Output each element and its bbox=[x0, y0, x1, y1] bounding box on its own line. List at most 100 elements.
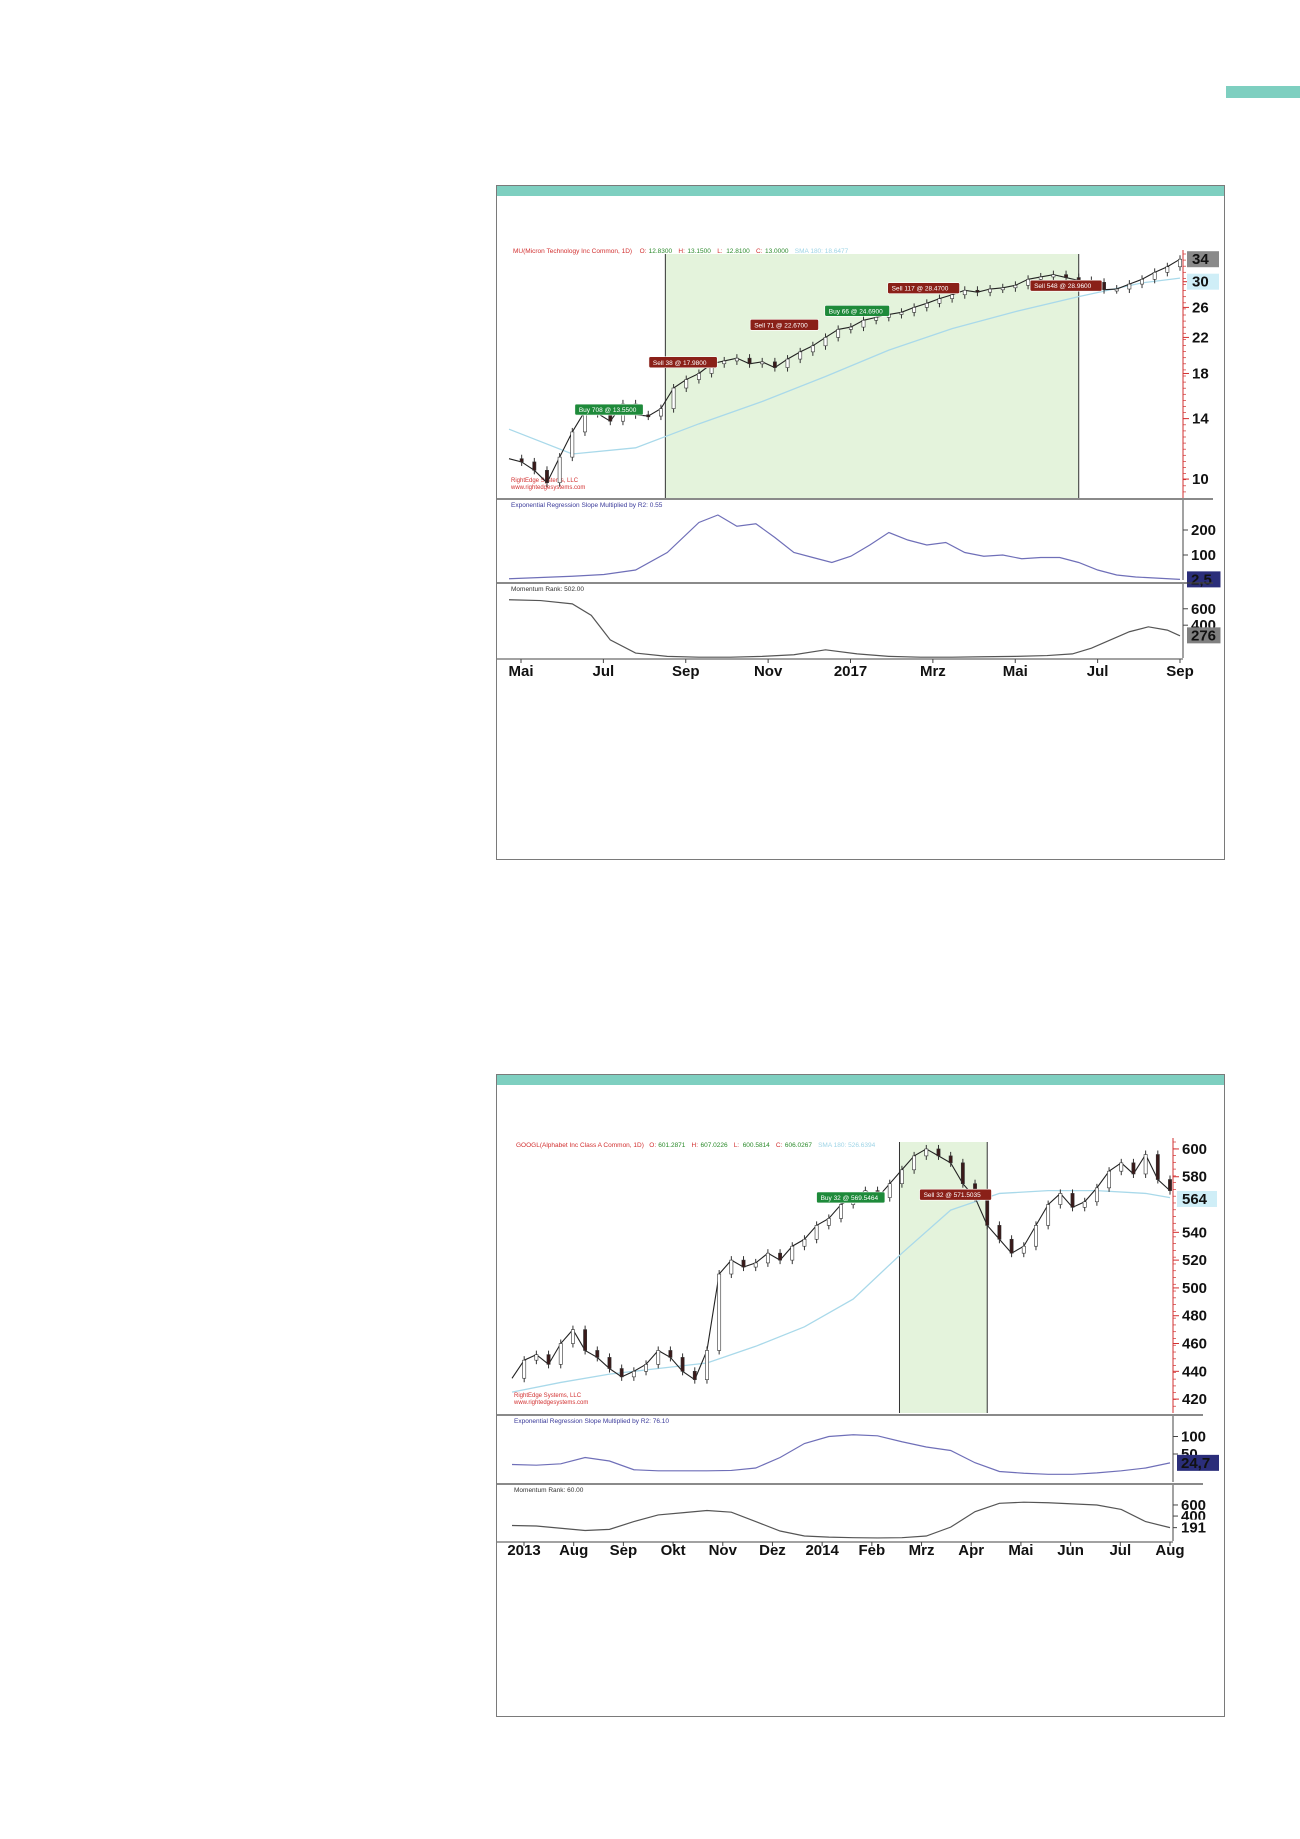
ohlc-value: 12.8300 bbox=[649, 248, 673, 255]
indicator-value: 2,5 bbox=[1191, 571, 1212, 588]
price-tick-label: 22 bbox=[1192, 329, 1209, 346]
ohlc-label: L: bbox=[734, 1142, 740, 1149]
ohlc-value: 13.0000 bbox=[765, 248, 789, 255]
candle-body bbox=[1131, 1162, 1136, 1175]
candle-body bbox=[1034, 1225, 1038, 1247]
candle-body bbox=[717, 1273, 722, 1351]
candle-body bbox=[1143, 1154, 1148, 1175]
indicator-tick-label: 100 bbox=[1191, 547, 1216, 564]
candle-body bbox=[988, 288, 992, 293]
candle-body bbox=[962, 289, 967, 296]
candle-body bbox=[900, 1169, 904, 1184]
momentum-rank-panel: Momentum Rank: 60.00191400600191 bbox=[497, 1483, 1211, 1541]
chart-header: GOOGL(Alphabet Inc Class A Common, 1D) O:… bbox=[516, 1142, 876, 1149]
last-price-value: 34 bbox=[1192, 251, 1209, 268]
x-tick-label: Mai bbox=[1008, 1542, 1033, 1559]
x-tick-label: Okt bbox=[661, 1542, 686, 1559]
signal-box bbox=[887, 282, 960, 294]
x-tick-label: Dez bbox=[759, 1542, 786, 1559]
price-tick-label: 500 bbox=[1182, 1280, 1207, 1297]
candle-body bbox=[1094, 1187, 1099, 1203]
signal-box bbox=[648, 356, 718, 369]
indicator-tick-label: 600 bbox=[1191, 601, 1216, 618]
sma-line bbox=[508, 277, 1181, 455]
candle-body bbox=[778, 1252, 782, 1261]
sma-price-value: 30 bbox=[1192, 274, 1209, 291]
price-tick-label: 540 bbox=[1182, 1224, 1207, 1241]
ohlc-value: 601.2871 bbox=[658, 1142, 685, 1149]
candle-body bbox=[985, 1197, 990, 1226]
candle-body bbox=[1058, 1193, 1063, 1205]
regression-slope-panel: Exponential Regression Slope Multiplied … bbox=[497, 498, 1221, 588]
candle-body bbox=[936, 1148, 941, 1157]
ohlc-label: L: bbox=[717, 248, 723, 255]
candle-body bbox=[1107, 1170, 1111, 1189]
x-tick-label: Mai bbox=[508, 663, 533, 680]
signal-box bbox=[824, 305, 890, 317]
indicator-tick-label: 100 bbox=[1181, 1429, 1206, 1446]
candle-body bbox=[785, 358, 790, 368]
candle-body bbox=[684, 379, 689, 389]
candle-body bbox=[1009, 1238, 1014, 1254]
price-tick-label: 460 bbox=[1182, 1336, 1207, 1353]
candle-body bbox=[659, 408, 663, 417]
x-tick-label: Apr bbox=[958, 1542, 984, 1559]
signal-text: Buy 32 @ 569.5464 bbox=[821, 1195, 879, 1202]
ohlc-label: O: bbox=[640, 248, 647, 255]
sell-signal-label: Sell 32 @ 571.5035 bbox=[919, 1188, 992, 1201]
candle-body bbox=[810, 345, 815, 353]
price-tick-label: 520 bbox=[1182, 1252, 1207, 1269]
candle-body bbox=[1165, 266, 1170, 273]
candle-body bbox=[705, 1350, 709, 1380]
candle-body bbox=[772, 361, 777, 368]
candle-body bbox=[532, 461, 537, 471]
x-tick-label: 2013 bbox=[507, 1542, 540, 1559]
instrument-label: MU(Micron Technology Inc Common, 1D) bbox=[513, 248, 632, 255]
candle-body bbox=[826, 1218, 831, 1226]
signal-text: Sell 71 @ 22.6700 bbox=[754, 322, 808, 329]
signal-box bbox=[749, 319, 819, 331]
indicator-value-tag bbox=[1187, 627, 1221, 644]
indicator-line bbox=[508, 599, 1181, 658]
sell-signal-label: Sell 71 @ 22.6700 bbox=[749, 319, 819, 331]
candle-body bbox=[1152, 272, 1157, 280]
signal-text: Buy 66 @ 24.6900 bbox=[829, 308, 883, 315]
candle-body bbox=[798, 351, 803, 360]
sma-price-tag bbox=[1187, 273, 1219, 290]
price-tick-label: 14 bbox=[1192, 411, 1209, 428]
signal-box bbox=[1029, 279, 1103, 292]
candle-body bbox=[836, 329, 841, 338]
price-tick-label: 18 bbox=[1192, 365, 1209, 382]
last-price-tag bbox=[1187, 251, 1219, 268]
x-tick-label: Jul bbox=[593, 663, 615, 680]
sell-signal-label: Sell 38 @ 17.9800 bbox=[648, 356, 718, 369]
ohlc-value: 606.0267 bbox=[785, 1142, 812, 1149]
indicator-label: Momentum Rank: 502.00 bbox=[511, 586, 584, 593]
candle-body bbox=[741, 1259, 746, 1268]
candle-body bbox=[861, 319, 866, 328]
ohlc-label: H: bbox=[678, 248, 685, 255]
x-tick-label: Jul bbox=[1109, 1542, 1131, 1559]
ohlc-value: 13.1500 bbox=[687, 248, 711, 255]
candle-body bbox=[607, 1357, 612, 1369]
candle-body bbox=[839, 1204, 843, 1219]
candle-body bbox=[680, 1357, 685, 1372]
candle-body bbox=[823, 337, 828, 347]
candle-body bbox=[948, 1155, 953, 1164]
candle-body bbox=[668, 1350, 673, 1358]
price-tick-label: 420 bbox=[1182, 1391, 1207, 1408]
candle-body bbox=[937, 298, 942, 304]
x-tick-label: Mrz bbox=[909, 1542, 935, 1559]
micron-chart-svg: MU(Micron Technology Inc Common, 1D) O: 12… bbox=[497, 248, 1221, 680]
candle-body bbox=[814, 1225, 819, 1240]
candle-body bbox=[545, 470, 549, 484]
buy-signal-label: Buy 708 @ 13.5500 bbox=[574, 403, 644, 416]
indicator-tick-label: 600 bbox=[1181, 1497, 1206, 1514]
candle-body bbox=[1155, 1154, 1160, 1180]
candle-body bbox=[753, 1262, 758, 1268]
x-tick-label: Nov bbox=[709, 1542, 738, 1559]
chart-header: MU(Micron Technology Inc Common, 1D) O: 12… bbox=[513, 248, 849, 255]
candle-body bbox=[997, 1225, 1002, 1240]
candle-body bbox=[1051, 274, 1056, 278]
